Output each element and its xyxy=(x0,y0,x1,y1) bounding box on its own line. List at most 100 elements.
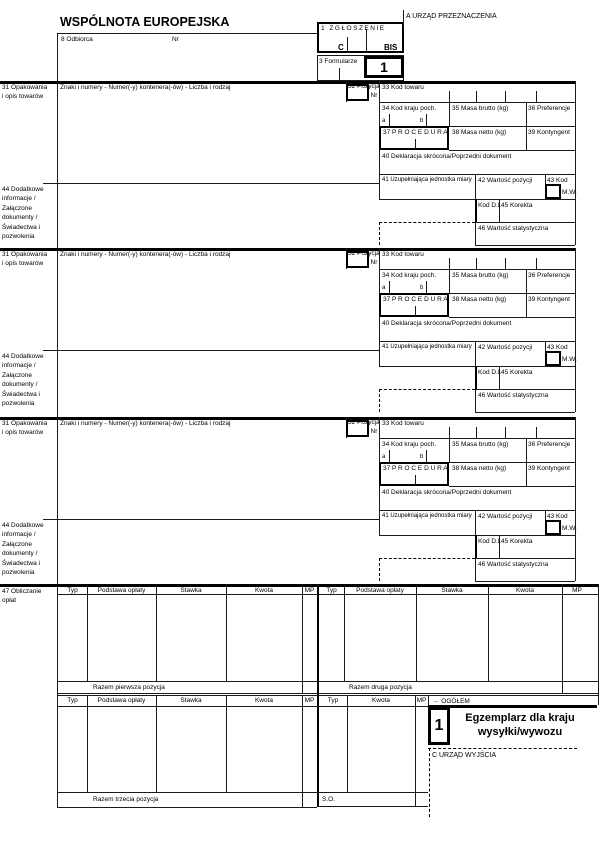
box1-declaration-field xyxy=(317,22,404,53)
box46-left-line xyxy=(475,558,476,581)
so-label: S.O. xyxy=(322,796,336,803)
box34-label: 34 Kod kraju poch. xyxy=(382,105,437,112)
box31-label: 31 Opakowania i opis towarów xyxy=(2,251,48,268)
box45-label: 45 Korekta xyxy=(501,202,533,209)
box37-tick xyxy=(415,306,416,316)
col-stawka: Stawka xyxy=(441,587,463,594)
row-line-33 xyxy=(379,438,575,439)
kod-di-label: Kod D.I. xyxy=(478,202,502,209)
box37-tick xyxy=(415,139,416,149)
row-line-41 xyxy=(379,199,575,200)
box38-label: 38 Masa netto (kg) xyxy=(452,296,507,303)
box46-dashed-left xyxy=(379,558,380,581)
razem3-label: Razem trzecia pozycja xyxy=(93,796,159,803)
box31-label: 31 Opakowania i opis towarów xyxy=(2,420,48,437)
razem2-label: Razem druga pozycja xyxy=(349,684,412,691)
box37-procedure-field xyxy=(379,462,449,486)
so-bottom xyxy=(318,806,428,807)
div-41-42 xyxy=(475,341,476,366)
col-kwota: Kwota xyxy=(515,587,535,594)
box3-forms-label: 3 Formularze xyxy=(319,58,358,65)
row-line-40 xyxy=(379,341,575,342)
box33-tick-4 xyxy=(536,427,537,438)
box33-tick-1 xyxy=(449,427,450,438)
kod-di-left-line xyxy=(475,199,477,222)
box31-marks-header: Znaki i numery - Numer(-y) kontenera(-ów… xyxy=(60,420,231,427)
box35-label: 35 Masa brutto (kg) xyxy=(452,105,509,112)
grid-line xyxy=(302,586,303,681)
box43-code-field xyxy=(545,520,561,535)
row-line-41 xyxy=(379,366,575,367)
charges-top-line xyxy=(0,584,599,587)
box34-a-tick xyxy=(389,281,390,293)
row-line-37 xyxy=(449,317,575,318)
row-line-37 xyxy=(449,150,575,151)
box44-label: 44 Dodatkowe informacje / Załączone doku… xyxy=(2,186,44,241)
box36-label: 36 Preferencje xyxy=(528,441,571,448)
box33-tick-4 xyxy=(536,258,537,269)
razem3-bottom xyxy=(57,807,317,808)
row-line-45 xyxy=(475,389,575,390)
grid-line xyxy=(488,586,489,681)
box40-label: 40 Deklaracja skrócona/Poprzedni dokumen… xyxy=(382,320,512,327)
grid-line xyxy=(302,706,303,792)
box34-label: 34 Kod kraju poch. xyxy=(382,272,437,279)
box43-label: 43 Kod xyxy=(547,344,568,351)
box46-dashed-top xyxy=(379,389,475,390)
row-line-40 xyxy=(379,174,575,175)
box34-b-label: b xyxy=(420,118,424,124)
box3-copy-number: 1 xyxy=(380,59,388,75)
grid-line xyxy=(344,586,345,681)
grid-line xyxy=(226,706,227,792)
grid-line xyxy=(87,695,88,706)
div-41-42 xyxy=(475,174,476,199)
box43-mw-label: M.W. xyxy=(562,356,577,363)
box38-label: 38 Masa netto (kg) xyxy=(452,465,507,472)
box40-label: 40 Deklaracja skrócona/Poprzedni dokumen… xyxy=(382,153,512,160)
box1-declaration-label: 1 ZGŁOSZENIE xyxy=(321,25,386,32)
office-c-dashed-left xyxy=(429,748,430,817)
box33-tick-4 xyxy=(536,91,537,102)
div-di-45 xyxy=(499,199,500,222)
div-34-35 xyxy=(449,438,450,462)
box43-mw-label: M.W. xyxy=(562,525,577,532)
grid-line xyxy=(428,695,429,706)
div-35-36 xyxy=(526,269,527,293)
col-podstawa: Podstawa opłaty xyxy=(97,587,146,594)
div-34-35 xyxy=(449,269,450,293)
col-mp: MP xyxy=(304,587,315,594)
col-typ: Typ xyxy=(67,697,78,704)
form-title: WSPÓLNOTA EUROPEJSKA xyxy=(60,15,230,29)
office-c-label: C URZĄD WYJŚCIA xyxy=(432,752,497,759)
box37-procedure-field xyxy=(379,293,449,317)
box38-label: 38 Masa netto (kg) xyxy=(452,129,507,136)
box41-label: 41 Uzupełniająca jednostka miary xyxy=(382,344,472,350)
box44-top-line xyxy=(43,350,379,351)
box46-dashed-top xyxy=(379,558,475,559)
box44-label: 44 Dodatkowe informacje / Załączone doku… xyxy=(2,353,44,408)
box39-label: 39 Kontyngent xyxy=(528,296,570,303)
div-38-39 xyxy=(526,293,527,317)
box42-label: 42 Wartość pozycji xyxy=(478,513,533,520)
box40-label: 40 Deklaracja skrócona/Poprzedni dokumen… xyxy=(382,489,512,496)
row-line-46 xyxy=(475,581,575,582)
box3-tick xyxy=(339,68,340,81)
box31-label: 31 Opakowania i opis towarów xyxy=(2,84,48,101)
charges-header-line xyxy=(57,594,598,595)
box46-dashed-top xyxy=(379,222,475,223)
col-kwota: Kwota xyxy=(371,697,391,704)
col-kwota: Kwota xyxy=(254,697,274,704)
box37-label: 37 P R O C E D U R A xyxy=(383,465,448,472)
box34-a-tick xyxy=(389,450,390,462)
box32-nr-label: Nr xyxy=(370,92,378,99)
box43-code-field xyxy=(545,184,561,199)
box43-mw-label: M.W. xyxy=(562,189,577,196)
box34-a-label: a xyxy=(382,118,386,124)
kod-di-left-line xyxy=(475,535,477,558)
row-line-46 xyxy=(475,245,575,246)
box39-label: 39 Kontyngent xyxy=(528,465,570,472)
box42-label: 42 Wartość pozycji xyxy=(478,344,533,351)
div-41-42 xyxy=(475,510,476,535)
copy-number-box: 1 xyxy=(428,707,450,745)
kod-di-label: Kod D.I. xyxy=(478,538,502,545)
